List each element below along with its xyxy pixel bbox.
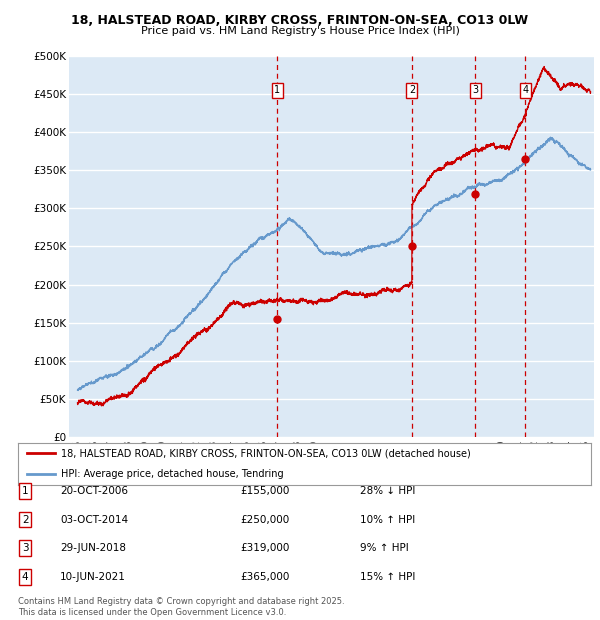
Text: 10% ↑ HPI: 10% ↑ HPI xyxy=(360,515,415,525)
Text: 2: 2 xyxy=(409,85,415,95)
Text: £250,000: £250,000 xyxy=(240,515,289,525)
Text: 1: 1 xyxy=(22,486,29,496)
Text: 18, HALSTEAD ROAD, KIRBY CROSS, FRINTON-ON-SEA, CO13 0LW (detached house): 18, HALSTEAD ROAD, KIRBY CROSS, FRINTON-… xyxy=(61,448,471,458)
Text: 15% ↑ HPI: 15% ↑ HPI xyxy=(360,572,415,582)
Text: £365,000: £365,000 xyxy=(240,572,289,582)
Text: 28% ↓ HPI: 28% ↓ HPI xyxy=(360,486,415,496)
Text: 9% ↑ HPI: 9% ↑ HPI xyxy=(360,543,409,553)
Text: 03-OCT-2014: 03-OCT-2014 xyxy=(60,515,128,525)
Text: £319,000: £319,000 xyxy=(240,543,289,553)
Text: 3: 3 xyxy=(472,85,479,95)
Text: 20-OCT-2006: 20-OCT-2006 xyxy=(60,486,128,496)
Text: Price paid vs. HM Land Registry's House Price Index (HPI): Price paid vs. HM Land Registry's House … xyxy=(140,26,460,36)
Text: 3: 3 xyxy=(22,543,29,553)
Text: 4: 4 xyxy=(22,572,29,582)
Text: Contains HM Land Registry data © Crown copyright and database right 2025.
This d: Contains HM Land Registry data © Crown c… xyxy=(18,598,344,617)
Text: 29-JUN-2018: 29-JUN-2018 xyxy=(60,543,126,553)
Text: £155,000: £155,000 xyxy=(240,486,289,496)
Text: 18, HALSTEAD ROAD, KIRBY CROSS, FRINTON-ON-SEA, CO13 0LW: 18, HALSTEAD ROAD, KIRBY CROSS, FRINTON-… xyxy=(71,14,529,27)
Text: 4: 4 xyxy=(523,85,529,95)
Text: 1: 1 xyxy=(274,85,280,95)
Text: 10-JUN-2021: 10-JUN-2021 xyxy=(60,572,126,582)
Text: HPI: Average price, detached house, Tendring: HPI: Average price, detached house, Tend… xyxy=(61,469,284,479)
Text: 2: 2 xyxy=(22,515,29,525)
